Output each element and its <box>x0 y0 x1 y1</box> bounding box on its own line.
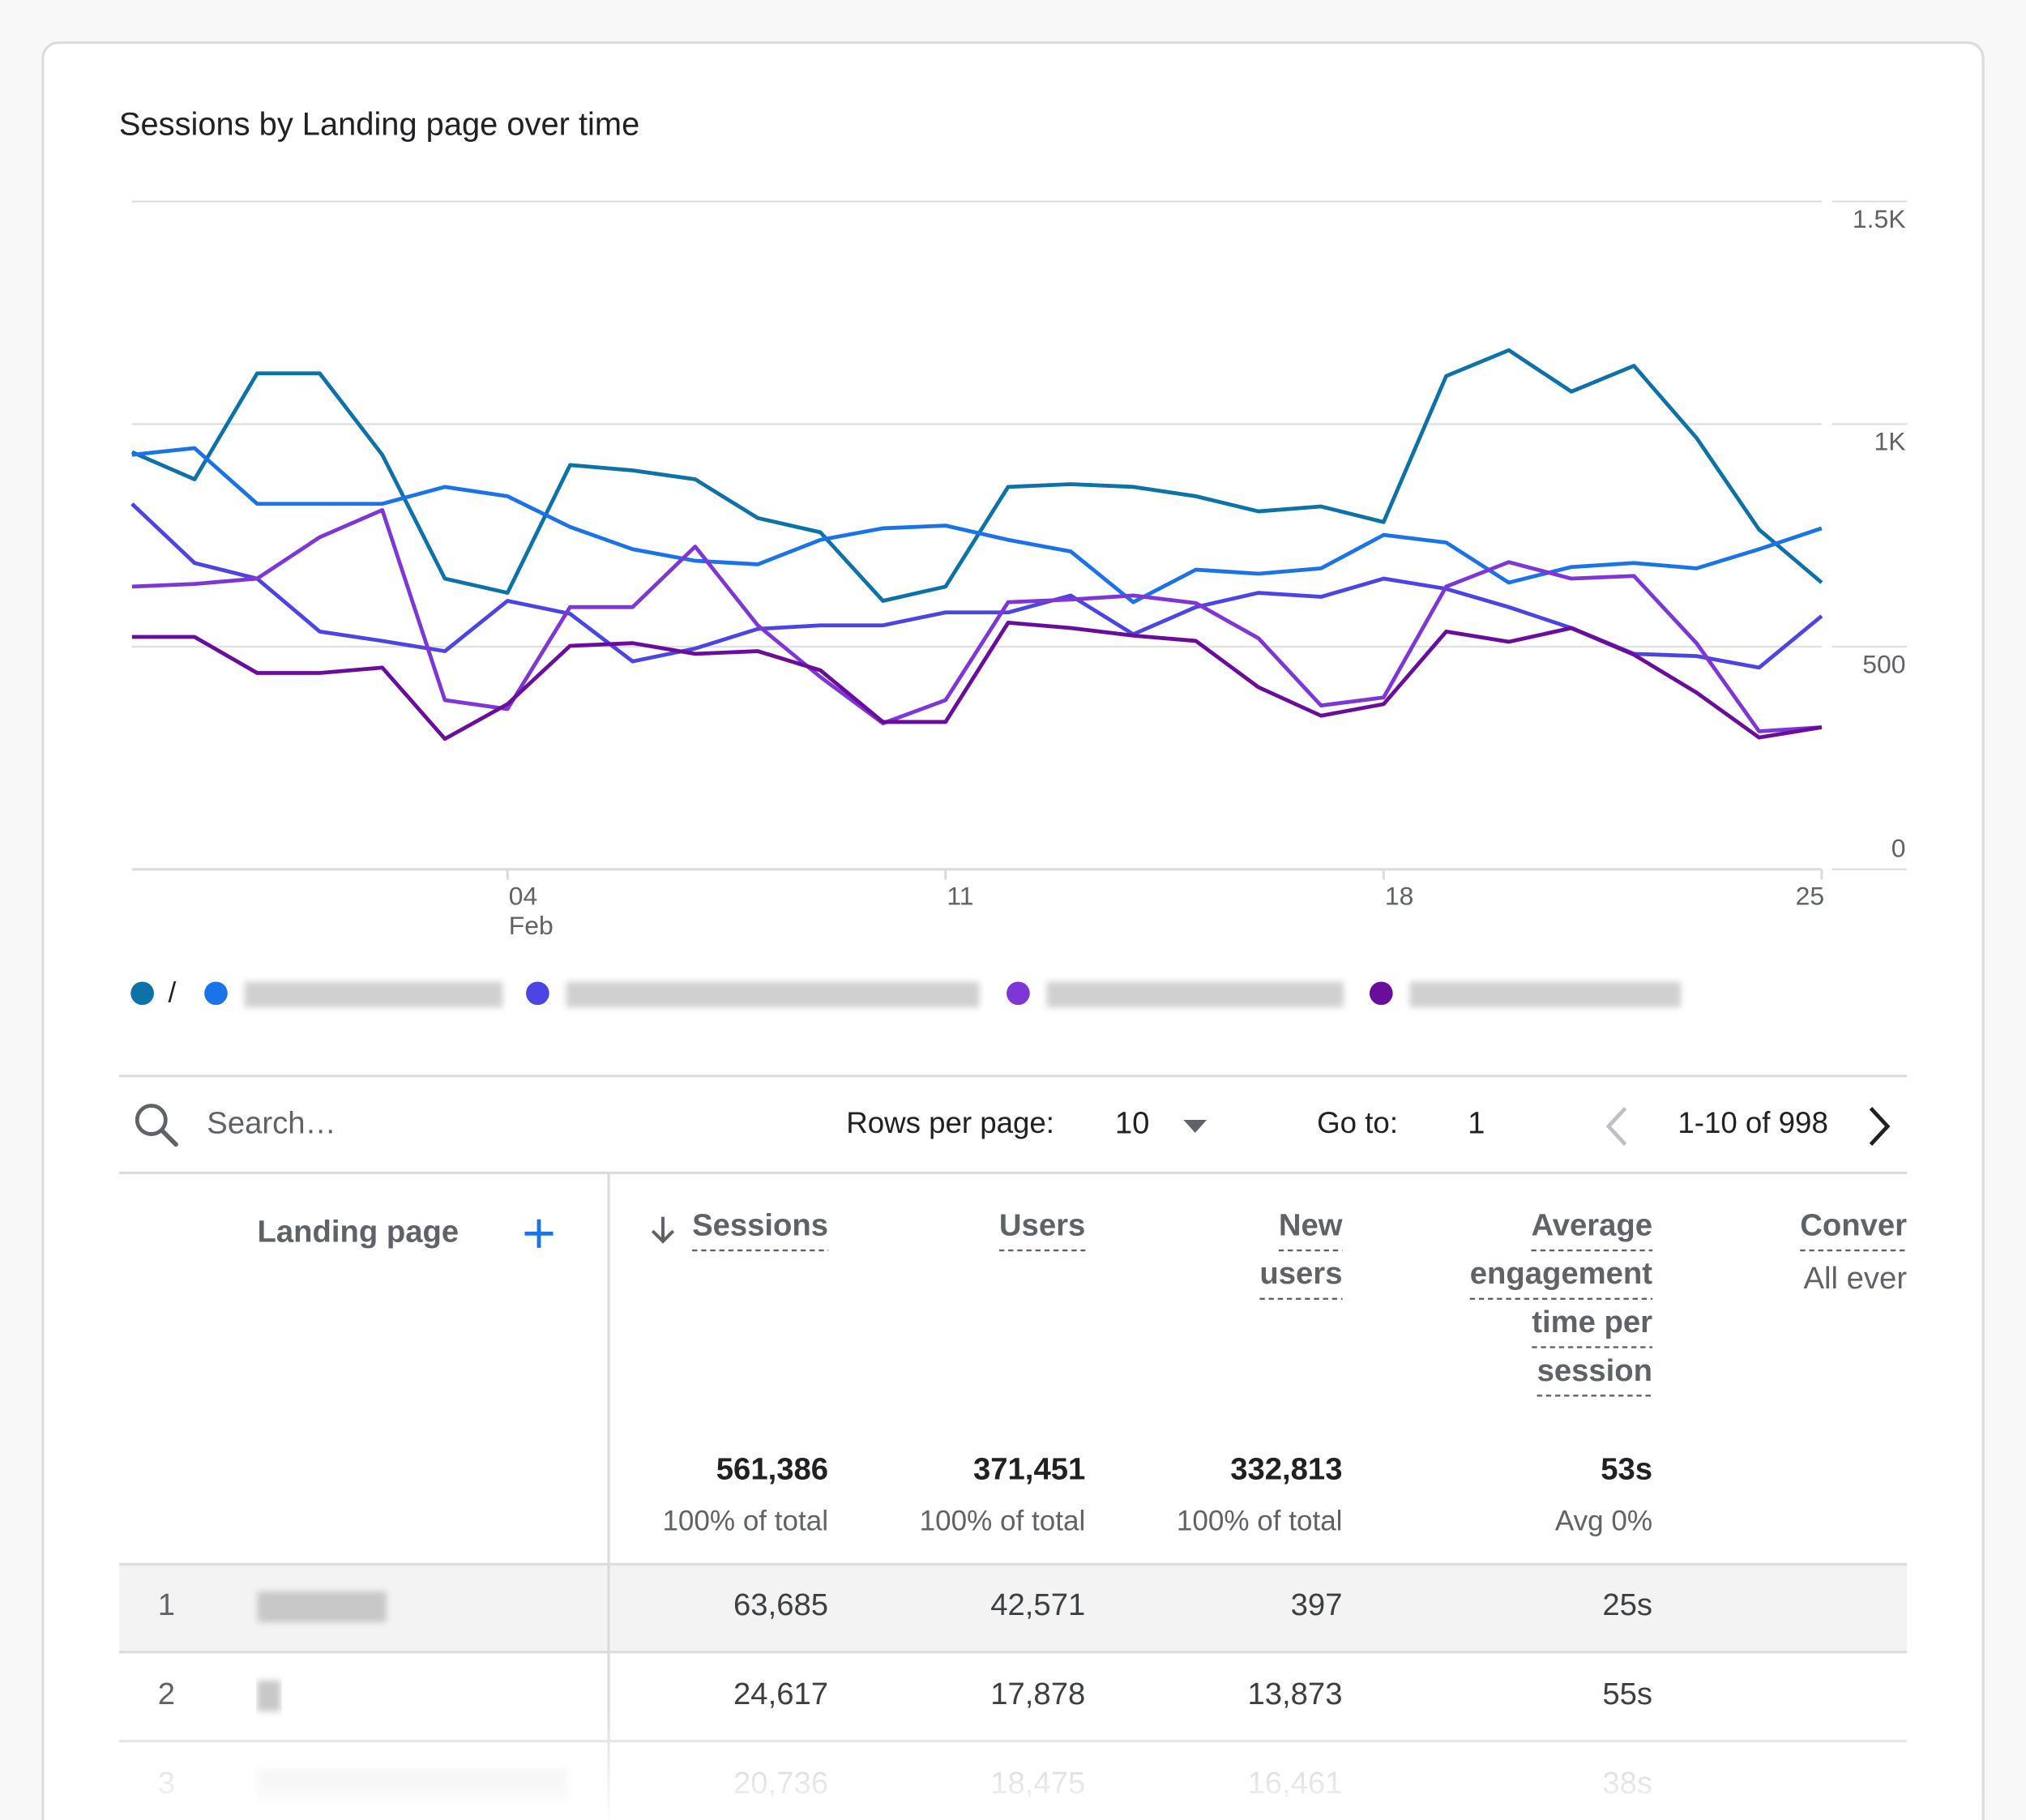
column-header: Landing page <box>257 1214 459 1249</box>
rows-per-page-select[interactable]: 10 <box>1115 1106 1150 1141</box>
series-line <box>131 446 1823 605</box>
legend-label-redacted <box>244 981 503 1008</box>
series-line <box>130 502 1823 670</box>
column-total: 332,813 <box>1230 1452 1342 1487</box>
legend-label-redacted <box>1046 981 1344 1008</box>
column-header[interactable]: time per <box>1532 1305 1652 1339</box>
column-header[interactable]: Sessions <box>692 1207 828 1242</box>
row-rank: 2 <box>158 1677 175 1711</box>
y-tick-label: 1K <box>1874 427 1905 456</box>
sort-arrow <box>651 1216 675 1244</box>
search-input[interactable]: Search… <box>207 1106 336 1141</box>
legend-label-redacted <box>566 981 980 1008</box>
column-total-note: 100% of total <box>1177 1506 1343 1537</box>
x-month-label: Feb <box>509 911 554 940</box>
legend-dot <box>204 981 228 1006</box>
go-to-input[interactable]: 1 <box>1468 1106 1485 1141</box>
column-subheader: All ever <box>1804 1261 1908 1296</box>
cell: 397 <box>1291 1587 1343 1622</box>
search-icon[interactable] <box>135 1104 178 1147</box>
chart-title: Sessions by Landing page over time <box>119 107 639 143</box>
landing-page-redacted <box>257 1591 387 1623</box>
card <box>41 41 1985 1820</box>
legend-label-redacted <box>1409 981 1682 1008</box>
x-tick-label: 25 <box>1796 881 1824 910</box>
column-header[interactable]: Users <box>999 1207 1085 1242</box>
column-header[interactable]: users <box>1259 1256 1342 1291</box>
cell: 42,571 <box>990 1587 1085 1622</box>
column-header[interactable]: session <box>1537 1353 1652 1388</box>
rows-per-page-label: Rows per page: <box>846 1106 1054 1139</box>
legend-label: / <box>168 977 176 1009</box>
column-header[interactable]: New <box>1279 1207 1343 1242</box>
column-total-note: 100% of total <box>920 1506 1086 1537</box>
page-range: 1-10 of 998 <box>1678 1106 1827 1139</box>
series-line <box>131 508 1823 733</box>
column-header[interactable]: engagement <box>1470 1256 1653 1291</box>
dropdown-arrow[interactable] <box>1183 1120 1207 1133</box>
x-tick-label: 18 <box>1385 881 1413 910</box>
add-dimension[interactable] <box>524 1219 554 1248</box>
column-header[interactable]: Average <box>1532 1207 1653 1242</box>
fade <box>44 1705 1982 1820</box>
series-line <box>131 621 1823 741</box>
column-header[interactable]: Conver <box>1800 1207 1907 1242</box>
column-total-note: 100% of total <box>662 1506 828 1537</box>
x-tick-label: 04 <box>509 881 537 910</box>
legend-dot <box>130 981 154 1006</box>
row-rank: 1 <box>158 1587 175 1622</box>
legend-dot <box>1369 981 1393 1006</box>
next-page[interactable] <box>1869 1107 1891 1146</box>
y-tick-label: 1.5K <box>1853 204 1906 233</box>
column-total: 371,451 <box>973 1452 1085 1487</box>
cell: 63,685 <box>733 1587 828 1622</box>
x-tick-label: 11 <box>947 881 973 910</box>
column-total-note: Avg 0% <box>1555 1506 1652 1537</box>
series-line <box>130 348 1823 603</box>
prev-page[interactable] <box>1605 1107 1627 1146</box>
y-tick-label: 0 <box>1891 833 1906 862</box>
column-total: 561,386 <box>716 1452 828 1487</box>
legend-dot <box>1007 981 1030 1006</box>
legend-dot <box>526 981 549 1006</box>
column-total: 53s <box>1601 1452 1652 1487</box>
go-to-label: Go to: <box>1317 1106 1398 1139</box>
y-tick-label: 500 <box>1862 649 1905 678</box>
row-highlight <box>118 1564 1908 1652</box>
cell: 25s <box>1602 1587 1652 1622</box>
